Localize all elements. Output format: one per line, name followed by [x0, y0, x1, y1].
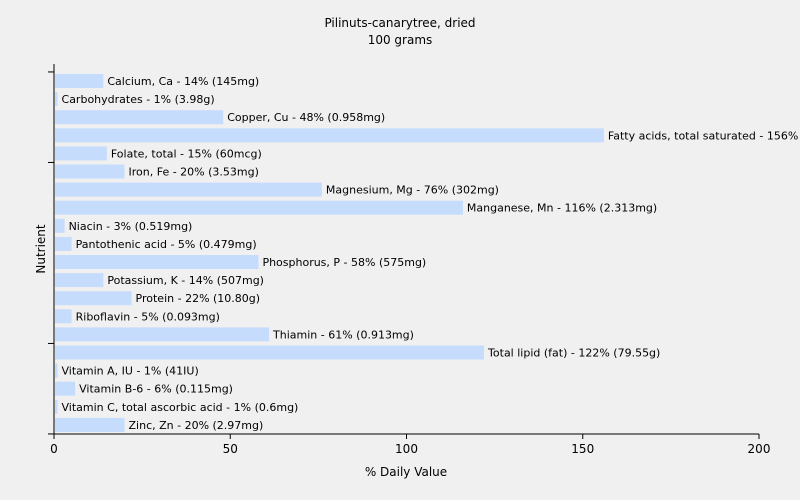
chart-title: Pilinuts-canarytree, dried: [324, 16, 475, 30]
bar-label: Niacin - 3% (0.519mg): [69, 220, 193, 233]
bar-label: Fatty acids, total saturated - 156% (31.…: [608, 129, 800, 142]
bar: [55, 200, 463, 215]
bar-label: Vitamin B-6 - 6% (0.115mg): [79, 383, 233, 396]
x-tick-label: 0: [50, 442, 58, 456]
bar: [55, 146, 107, 161]
bar: [55, 255, 259, 269]
x-axis-label: % Daily Value: [365, 465, 447, 479]
bar: [55, 236, 72, 251]
x-tick-label: 50: [223, 442, 238, 456]
y-axis-label: Nutrient: [34, 224, 48, 274]
bar: [55, 164, 125, 179]
bar-label-group: Calcium, Ca - 14% (145mg) Carbohydrates -…: [62, 75, 800, 432]
bar: [55, 74, 104, 88]
bar: [55, 309, 72, 324]
bar: [55, 399, 58, 414]
x-tick-label: 200: [748, 442, 771, 456]
bar-label: Total lipid (fat) - 122% (79.55g): [487, 347, 660, 360]
bar-label: Zinc, Zn - 20% (2.97mg): [129, 419, 264, 432]
bar-label: Iron, Fe - 20% (3.53mg): [129, 166, 259, 179]
bar-label: Carbohydrates - 1% (3.98g): [62, 93, 215, 106]
bar: [55, 92, 58, 107]
bar-label: Calcium, Ca - 14% (145mg): [107, 75, 259, 88]
bar: [55, 291, 132, 306]
bar-label: Folate, total - 15% (60mcg): [111, 147, 262, 160]
bar-label: Thiamin - 61% (0.913mg): [272, 328, 414, 341]
axes-group: 0 50 100 150 200: [48, 64, 770, 456]
bar: [55, 363, 58, 378]
bar-label: Protein - 22% (10.80g): [136, 292, 261, 305]
bar: [55, 182, 322, 197]
bar-label: Copper, Cu - 48% (0.958mg): [227, 111, 385, 124]
chart-subtitle: 100 grams: [368, 33, 433, 47]
x-tick-label: 100: [395, 442, 418, 456]
bar-group: [55, 74, 604, 432]
bar: [55, 273, 104, 288]
bar: [55, 110, 224, 125]
bar: [55, 417, 125, 432]
bar-label: Phosphorus, P - 58% (575mg): [262, 256, 426, 269]
bar: [55, 218, 65, 233]
bar: [55, 327, 270, 342]
bar-label: Manganese, Mn - 116% (2.313mg): [467, 202, 657, 215]
x-tick-label: 150: [571, 442, 594, 456]
bar-label: Vitamin C, total ascorbic acid - 1% (0.6…: [62, 401, 299, 414]
bar-label: Riboflavin - 5% (0.093mg): [76, 310, 220, 323]
bar-label: Vitamin A, IU - 1% (41IU): [62, 365, 199, 378]
bar-label: Pantothenic acid - 5% (0.479mg): [76, 238, 257, 251]
bar-label: Potassium, K - 14% (507mg): [107, 274, 264, 287]
bar: [55, 381, 76, 396]
bar-label: Magnesium, Mg - 76% (302mg): [326, 184, 499, 197]
bar: [55, 128, 604, 143]
bar: [55, 345, 485, 360]
